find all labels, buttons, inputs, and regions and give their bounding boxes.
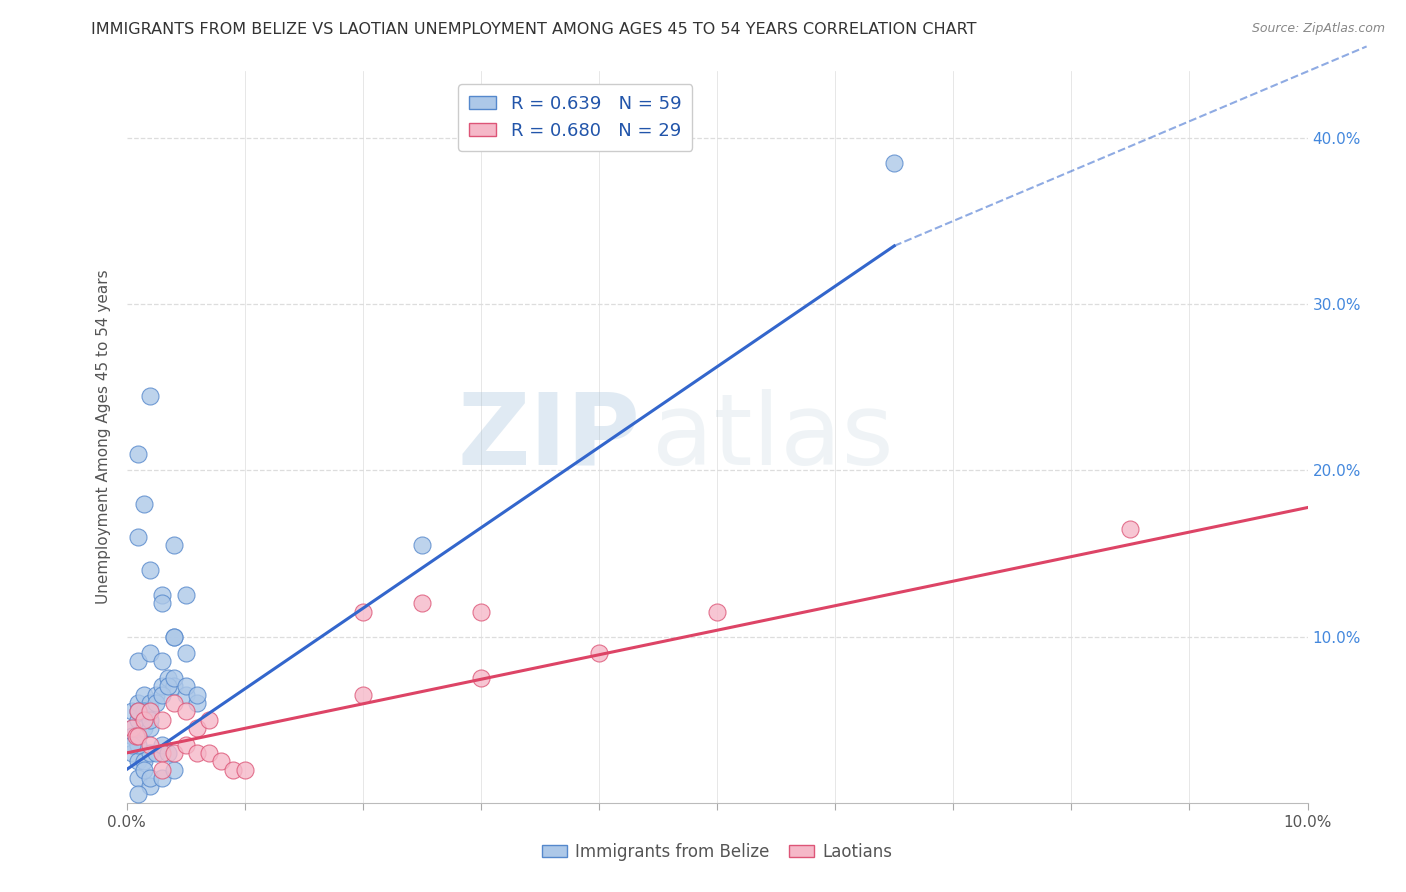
Point: [588, 646, 610, 660]
Point: [139, 738, 162, 752]
Point: [139, 713, 162, 727]
Point: [470, 605, 492, 619]
Point: [139, 696, 162, 710]
Point: [209, 754, 232, 768]
Point: [163, 746, 186, 760]
Point: [121, 705, 143, 719]
Point: [150, 688, 173, 702]
Point: [156, 671, 179, 685]
Point: [186, 721, 208, 735]
Point: [174, 646, 197, 660]
Point: [163, 696, 186, 710]
Point: [134, 497, 156, 511]
Point: [163, 763, 186, 777]
Point: [163, 630, 186, 644]
Point: [233, 763, 256, 777]
Text: atlas: atlas: [652, 389, 894, 485]
Point: [134, 713, 156, 727]
Point: [352, 688, 374, 702]
Point: [174, 588, 197, 602]
Point: [127, 754, 149, 768]
Point: [222, 763, 245, 777]
Point: [127, 729, 149, 743]
Point: [411, 596, 433, 610]
Point: [134, 721, 156, 735]
Point: [1119, 521, 1142, 535]
Point: [150, 738, 173, 752]
Point: [134, 754, 156, 768]
Point: [121, 729, 143, 743]
Point: [150, 763, 173, 777]
Point: [156, 680, 179, 694]
Point: [139, 563, 162, 577]
Point: [150, 596, 173, 610]
Point: [121, 721, 143, 735]
Point: [145, 688, 167, 702]
Point: [145, 746, 167, 760]
Point: [150, 771, 173, 785]
Point: [139, 746, 162, 760]
Point: [139, 388, 162, 402]
Point: [174, 738, 197, 752]
Point: [156, 746, 179, 760]
Point: [139, 771, 162, 785]
Point: [186, 688, 208, 702]
Text: Source: ZipAtlas.com: Source: ZipAtlas.com: [1251, 22, 1385, 36]
Point: [121, 721, 143, 735]
Point: [411, 538, 433, 552]
Point: [174, 680, 197, 694]
Point: [163, 538, 186, 552]
Point: [127, 771, 149, 785]
Point: [127, 696, 149, 710]
Point: [150, 655, 173, 669]
Point: [198, 746, 221, 760]
Point: [127, 705, 149, 719]
Point: [121, 746, 143, 760]
Y-axis label: Unemployment Among Ages 45 to 54 years: Unemployment Among Ages 45 to 54 years: [96, 269, 111, 605]
Point: [470, 671, 492, 685]
Point: [139, 721, 162, 735]
Point: [139, 646, 162, 660]
Point: [198, 713, 221, 727]
Point: [139, 705, 162, 719]
Point: [163, 630, 186, 644]
Legend: Immigrants from Belize, Laotians: Immigrants from Belize, Laotians: [534, 837, 900, 868]
Point: [150, 588, 173, 602]
Point: [125, 729, 148, 743]
Point: [127, 713, 149, 727]
Point: [186, 696, 208, 710]
Point: [352, 605, 374, 619]
Point: [127, 705, 149, 719]
Point: [127, 530, 149, 544]
Point: [163, 671, 186, 685]
Point: [174, 688, 197, 702]
Point: [139, 705, 162, 719]
Point: [127, 729, 149, 743]
Point: [150, 746, 173, 760]
Point: [127, 447, 149, 461]
Point: [150, 680, 173, 694]
Point: [706, 605, 728, 619]
Point: [186, 746, 208, 760]
Text: ZIP: ZIP: [457, 389, 640, 485]
Point: [139, 779, 162, 793]
Point: [145, 696, 167, 710]
Point: [134, 763, 156, 777]
Point: [134, 705, 156, 719]
Point: [127, 738, 149, 752]
Point: [174, 705, 197, 719]
Point: [163, 680, 186, 694]
Point: [121, 738, 143, 752]
Point: [883, 155, 905, 169]
Point: [150, 713, 173, 727]
Point: [127, 655, 149, 669]
Point: [134, 688, 156, 702]
Point: [127, 788, 149, 802]
Text: IMMIGRANTS FROM BELIZE VS LAOTIAN UNEMPLOYMENT AMONG AGES 45 TO 54 YEARS CORRELA: IMMIGRANTS FROM BELIZE VS LAOTIAN UNEMPL…: [91, 22, 977, 37]
